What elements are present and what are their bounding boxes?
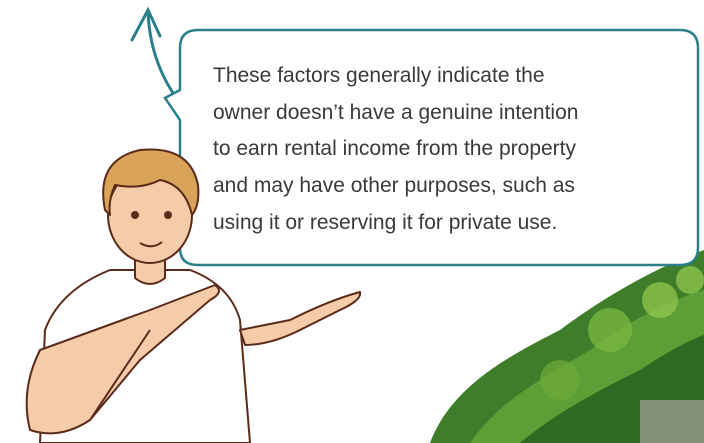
bubble-line: using it or reserving it for private use… bbox=[213, 211, 557, 234]
speech-bubble bbox=[163, 28, 700, 267]
plant bbox=[430, 250, 704, 443]
bubble-line: These factors generally indicate the bbox=[213, 64, 545, 87]
bubble-line: to earn rental income from the property bbox=[213, 137, 577, 160]
person bbox=[25, 148, 362, 443]
bubble-line: owner doesn’t have a genuine intention bbox=[213, 101, 578, 124]
bubble-line: and may have other purposes, such as bbox=[213, 174, 575, 197]
bubble-text-block: These factors generally indicate the own… bbox=[213, 64, 578, 234]
